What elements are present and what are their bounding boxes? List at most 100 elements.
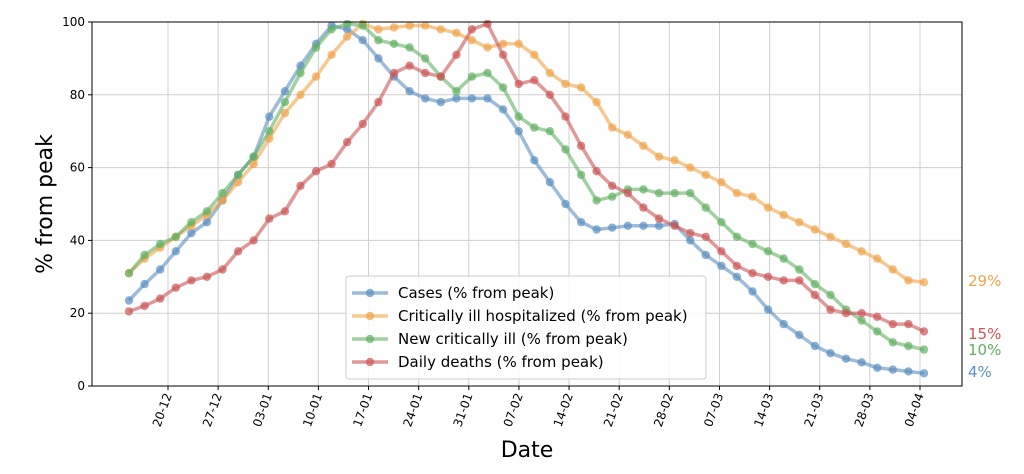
data-point: [498, 83, 508, 92]
data-point: [857, 358, 866, 367]
data-point: [795, 276, 804, 285]
data-point: [888, 338, 897, 347]
data-point: [311, 72, 321, 81]
data-point: [592, 167, 601, 176]
data-point: [187, 218, 196, 227]
data-point: [576, 83, 586, 92]
data-point: [421, 94, 430, 103]
legend-swatch-marker: [365, 311, 375, 321]
data-point: [296, 68, 305, 78]
data-point: [265, 214, 274, 223]
data-point: [280, 108, 290, 118]
series-line: [128, 22, 925, 333]
data-point: [514, 39, 523, 48]
legend: Cases (% from peak) Critically ill hospit…: [345, 275, 707, 380]
x-tick-label: 14-03: [751, 391, 776, 429]
data-point: [280, 87, 290, 96]
data-point: [140, 279, 149, 289]
data-point: [904, 276, 913, 285]
data-point: [452, 94, 461, 103]
x-tick-label: 21-02: [601, 391, 626, 429]
x-tick-label: 20-12: [150, 391, 175, 429]
data-point: [514, 127, 523, 136]
data-point: [639, 141, 648, 150]
data-point: [218, 265, 227, 274]
data-point: [639, 221, 648, 230]
data-point: [249, 159, 258, 169]
data-point: [888, 319, 897, 329]
data-point: [233, 247, 243, 256]
data-point: [826, 232, 835, 241]
data-point: [358, 36, 367, 45]
data-point: [561, 112, 570, 121]
data-point: [561, 199, 570, 209]
data-point: [608, 223, 617, 232]
y-tick-label: 60: [70, 161, 85, 175]
x-tick-label: 21-03: [801, 391, 826, 429]
data-point: [530, 156, 539, 165]
data-point: [686, 236, 695, 245]
data-point: [873, 312, 882, 321]
x-tick-label: 10-01: [300, 391, 325, 429]
plot-frame: [91, 21, 963, 387]
data-point: [748, 192, 757, 201]
data-point: [686, 188, 695, 198]
x-axis-title: Date: [501, 438, 554, 463]
data-point: [701, 170, 710, 180]
data-point: [171, 283, 180, 292]
data-point: [763, 305, 773, 314]
data-point: [171, 232, 180, 241]
data-point: [436, 97, 445, 107]
data-point: [592, 225, 601, 234]
series-4: [124, 20, 929, 336]
data-point: [561, 79, 570, 89]
data-point: [467, 25, 477, 34]
data-point: [405, 61, 414, 70]
data-point: [124, 307, 134, 316]
data-point: [530, 50, 539, 59]
data-point: [452, 28, 461, 38]
data-point: [919, 327, 929, 336]
data-point: [748, 239, 757, 249]
data-point: [763, 272, 773, 281]
data-point: [576, 218, 586, 227]
data-point: [686, 163, 695, 172]
data-point: [187, 228, 196, 238]
end-labels: 4% 29% 10%15%: [968, 272, 1001, 381]
data-point: [249, 152, 258, 161]
data-point: [311, 167, 321, 176]
legend-swatch-marker: [365, 334, 375, 344]
data-point: [343, 137, 352, 147]
data-point: [576, 170, 586, 180]
data-point: [343, 20, 352, 28]
y-tick-label: 20: [70, 306, 85, 320]
legend-swatch-marker: [365, 357, 375, 367]
y-tick-label: 80: [70, 88, 85, 102]
data-point: [530, 76, 539, 85]
data-point: [202, 207, 212, 216]
y-tick-label: 0: [77, 379, 85, 393]
data-point: [701, 232, 710, 241]
data-point: [873, 254, 882, 263]
legend-entry: New critically ill (% from peak): [398, 330, 628, 348]
data-point: [670, 188, 679, 198]
data-point: [888, 365, 897, 374]
data-point: [545, 127, 555, 136]
data-point: [265, 112, 274, 121]
data-point: [654, 188, 664, 198]
data-point: [374, 36, 383, 45]
data-point: [826, 349, 835, 358]
data-point: [841, 239, 851, 249]
data-point: [795, 265, 804, 274]
data-point: [810, 341, 820, 351]
data-point: [156, 239, 165, 249]
x-tick-label: 07-03: [701, 391, 726, 429]
data-point: [779, 254, 788, 263]
data-point: [654, 214, 664, 223]
series-line: [127, 22, 925, 285]
data-point: [124, 269, 134, 278]
data-point: [452, 50, 461, 59]
data-point: [498, 50, 508, 59]
data-point: [467, 72, 477, 81]
data-point: [748, 269, 757, 278]
